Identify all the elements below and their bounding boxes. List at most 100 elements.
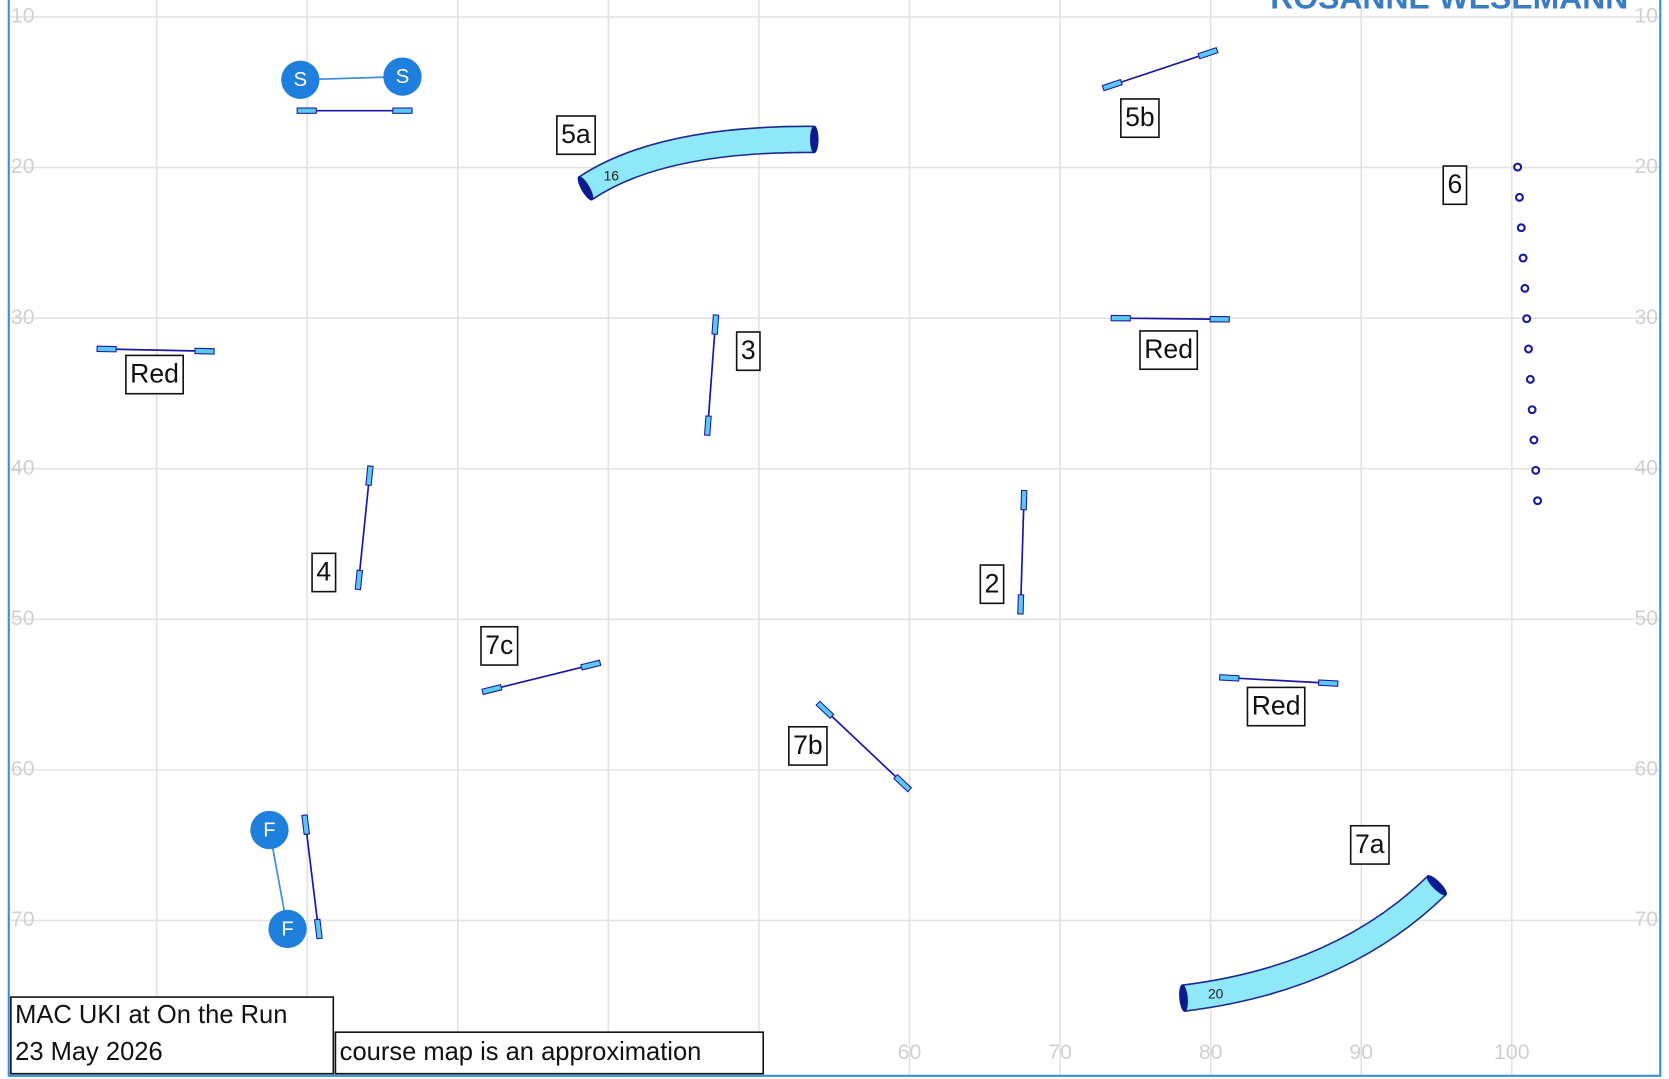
weave-pole: [1529, 435, 1539, 445]
tunnel-body: [578, 127, 815, 199]
x-tick-label: 90: [1349, 1040, 1373, 1064]
weave-pole: [1514, 192, 1524, 202]
jump-wing: [1110, 314, 1131, 322]
tunnel-number: 16: [604, 167, 620, 183]
y-tick-label: 20: [1634, 154, 1658, 178]
label-box: [1120, 98, 1160, 139]
label-box: [480, 625, 519, 666]
y-tick-label: 20: [11, 154, 35, 178]
jump-wing: [354, 569, 364, 591]
event-date: 23 May 2026: [15, 1038, 163, 1066]
y-tick-label: 40: [11, 455, 35, 479]
marker-letter: F: [281, 918, 293, 940]
jump-wing: [296, 107, 317, 114]
jump-wing: [703, 415, 712, 436]
tunnel-end: [577, 176, 594, 201]
jump-wing: [893, 773, 913, 793]
y-tick-label: 60: [1634, 757, 1658, 781]
weave-pole: [1522, 314, 1532, 324]
note-box: [334, 1031, 765, 1075]
x-tick-label: 60: [898, 1040, 922, 1064]
obstacle-label: 3: [741, 335, 756, 365]
jump-bar: [304, 824, 320, 930]
jump-wing: [580, 659, 602, 671]
label-box: [1139, 330, 1199, 371]
x-tick-label: 70: [1048, 1040, 1072, 1064]
label-box: [788, 725, 828, 766]
designer-name: ROSANNE WESEMANN: [1270, 0, 1628, 16]
weave-pole: [1527, 405, 1537, 415]
y-tick-label: 70: [11, 907, 35, 931]
jump-wing: [314, 918, 323, 940]
label-box: [735, 331, 761, 372]
jump-wing: [481, 684, 503, 696]
label-box: [1442, 165, 1468, 206]
jump-bar: [1120, 317, 1220, 321]
marker-letter: S: [294, 69, 307, 91]
jump-wing: [711, 314, 720, 335]
weave-pole: [1516, 223, 1526, 233]
weave-pole: [1525, 374, 1535, 384]
tunnel-number: 20: [1208, 986, 1224, 1002]
marker-letter: F: [263, 819, 275, 841]
x-tick-label: 100: [1494, 1040, 1529, 1064]
jump-bar: [707, 324, 717, 426]
marker-dot: [268, 909, 307, 949]
obstacle-label: Red: [130, 359, 179, 389]
weave-pole: [1524, 344, 1533, 354]
weave-pole: [1520, 283, 1530, 293]
jump-bar: [491, 664, 592, 691]
jump-wing: [1197, 46, 1219, 60]
label-box: [979, 564, 1005, 605]
obstacle-label: Red: [1252, 691, 1301, 721]
map-frame: [7, 0, 1662, 1077]
tunnel-end: [810, 125, 819, 154]
y-tick-label: 40: [1634, 455, 1658, 479]
y-tick-label: 30: [1634, 305, 1658, 329]
marker-dot: [281, 60, 320, 99]
obstacle-label: 7c: [485, 630, 513, 660]
obstacle-label: Red: [1144, 334, 1193, 364]
jump-wing: [1209, 315, 1230, 323]
jump-bar: [1229, 676, 1329, 685]
obstacle-label: 4: [316, 557, 331, 587]
label-box: [1349, 824, 1390, 865]
obstacle-label: 7b: [793, 730, 823, 760]
weave-pole: [1531, 465, 1541, 475]
jump-wing: [392, 107, 413, 114]
label-box: [556, 115, 596, 156]
tunnel-body: [1182, 876, 1446, 1011]
jump-wing: [301, 814, 311, 836]
jump-wing: [96, 345, 117, 353]
jump-wing: [194, 347, 215, 355]
y-tick-label: 10: [1634, 4, 1658, 28]
y-tick-label: 50: [11, 606, 35, 630]
obstacle-label: 6: [1447, 169, 1462, 199]
jump-wing: [1017, 594, 1025, 615]
y-tick-label: 60: [11, 757, 35, 781]
jump-wing: [1020, 489, 1028, 511]
obstacle-label: 5a: [561, 119, 591, 149]
tunnel-end: [1426, 875, 1448, 896]
jump-bar: [106, 348, 205, 353]
jump-wing: [815, 700, 835, 720]
label-box: [1246, 686, 1306, 727]
y-tick-label: 30: [11, 305, 35, 329]
event-name: MAC UKI at On the Run: [15, 1001, 287, 1029]
tunnel-end: [1179, 984, 1188, 1012]
y-tick-label: 10: [11, 4, 35, 28]
approximation-note: course map is an approximation: [340, 1038, 702, 1066]
label-box: [125, 354, 184, 395]
jump-wing: [1317, 679, 1339, 687]
obstacle-label: 5b: [1125, 102, 1155, 132]
marker-dot: [383, 57, 422, 96]
jump-wing: [365, 465, 374, 487]
jump-bar: [1019, 500, 1025, 605]
y-tick-label: 70: [1634, 907, 1658, 931]
marker-letter: S: [396, 66, 409, 88]
y-tick-label: 50: [1634, 606, 1658, 630]
jump-bar: [1111, 52, 1209, 86]
jump-wing: [1101, 78, 1123, 92]
obstacle-label: 2: [985, 568, 1000, 598]
x-tick-label: 80: [1199, 1040, 1223, 1064]
